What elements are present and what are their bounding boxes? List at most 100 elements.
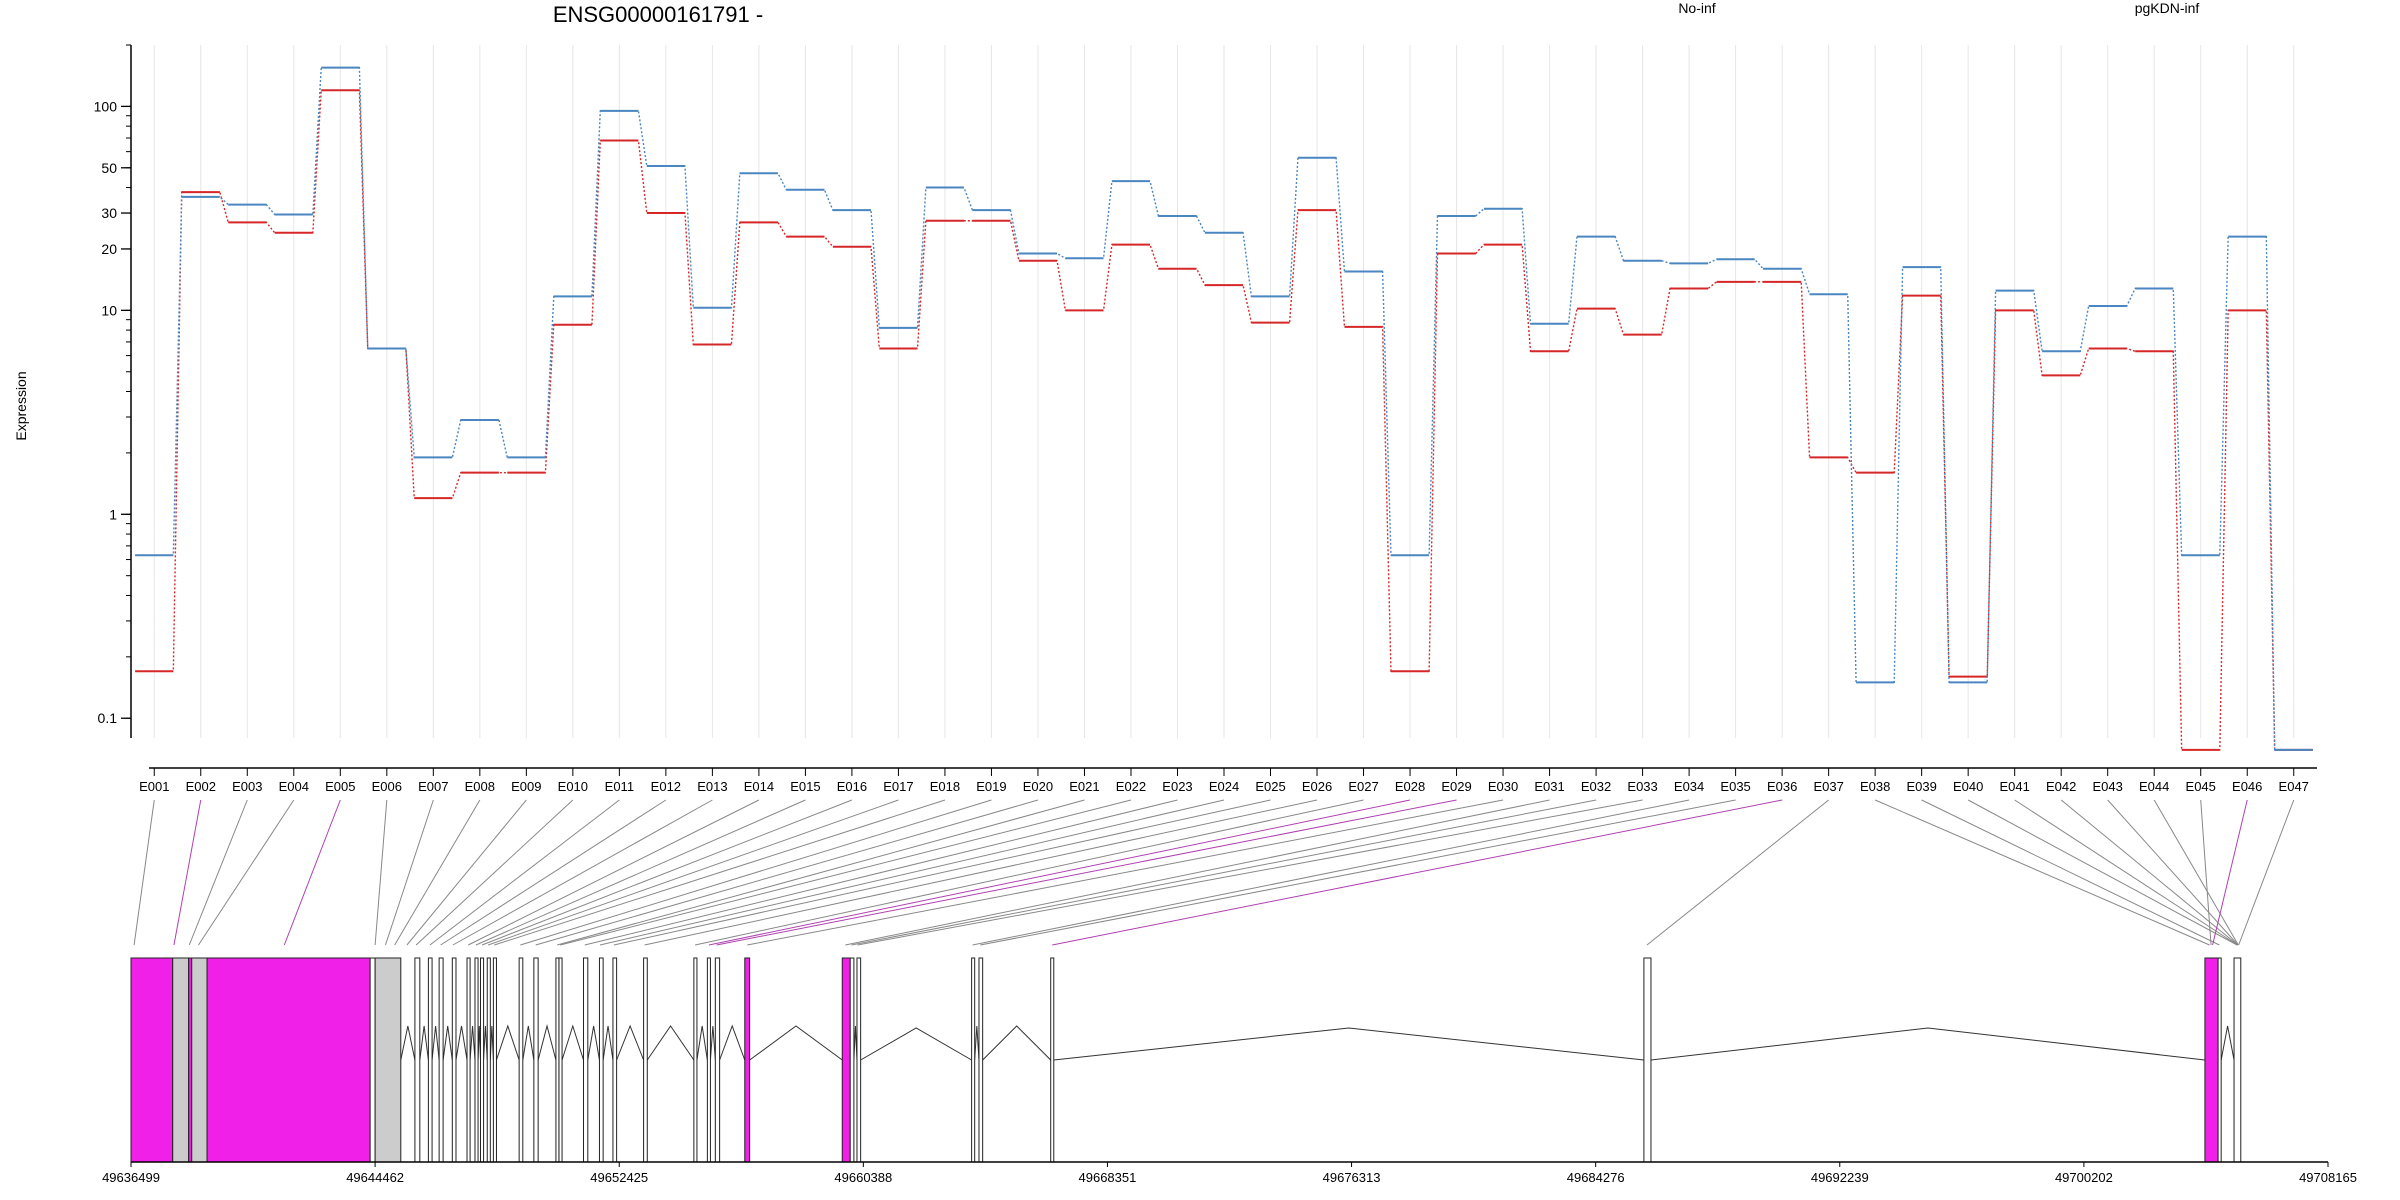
exon-mapping-line: [394, 799, 481, 946]
exon-block: [714, 957, 721, 1163]
intron-connector: [431, 1025, 440, 1061]
exon-mapping-line: [488, 799, 899, 946]
x-tick-label: E023: [1162, 779, 1192, 794]
exon-mapping-line: [1874, 799, 2210, 946]
exon-mapping-line: [613, 799, 1271, 946]
exon-mapping-line: [406, 799, 527, 946]
x-tick-label: E001: [139, 779, 169, 794]
exon-block: [466, 957, 471, 1163]
intron-connector: [483, 1025, 488, 1061]
gene-model: 49636499 49644462 49652425 49660388 49668351…: [102, 799, 2357, 1185]
chart-title: ENSG00000161791 -: [553, 2, 763, 27]
genomic-tick-label: 49684276: [1567, 1170, 1625, 1185]
exon-mapping-line: [481, 799, 853, 946]
x-tick-label: E041: [1999, 779, 2029, 794]
genomic-tick-label: 49676313: [1323, 1170, 1381, 1185]
x-tick-label: E033: [1627, 779, 1657, 794]
exon-block: [451, 957, 457, 1163]
x-tick-label: E043: [2093, 779, 2123, 794]
x-tick-label: E029: [1441, 779, 1471, 794]
x-tick-label: E019: [976, 779, 1006, 794]
x-tick-label: E021: [1069, 779, 1099, 794]
x-tick-label: E034: [1674, 779, 1704, 794]
exon-mapping-line: [452, 799, 713, 946]
y-tick-label: 10: [101, 302, 117, 318]
x-tick-label: E038: [1860, 779, 1890, 794]
exon-mapping-line: [694, 799, 1364, 946]
exon-mapping-line: [283, 799, 341, 946]
exon-mapping-line: [1921, 799, 2220, 946]
exon-block: [978, 957, 984, 1163]
intron-connector: [2220, 1025, 2235, 1061]
exon-mapping-line: [385, 799, 434, 946]
x-tick-label: E045: [2186, 779, 2216, 794]
x-tick-label: E008: [465, 779, 495, 794]
exon-mapping-line: [1967, 799, 2238, 946]
exon-mapping-line: [584, 799, 1178, 946]
intron-connector: [696, 1025, 708, 1061]
exon-mapping-line: [2238, 799, 2295, 946]
x-tick-label: E002: [186, 779, 216, 794]
exon-block: [558, 957, 563, 1163]
intron-connector: [719, 1024, 746, 1061]
exon-mapping-line: [851, 799, 1597, 946]
exon-mapping-line: [857, 799, 1643, 946]
intron-connector: [469, 1025, 476, 1061]
x-tick-label: E036: [1767, 779, 1797, 794]
exon-mapping-line: [716, 799, 1457, 946]
exon-block: [438, 957, 444, 1163]
exon-block: [555, 957, 560, 1163]
exon-block: [583, 957, 589, 1163]
x-tick-label: E035: [1720, 779, 1750, 794]
intron-connector: [587, 1025, 600, 1061]
exon-mapping-line: [2107, 799, 2239, 946]
exon-block: [1050, 957, 1055, 1163]
exon-block: [971, 957, 976, 1163]
exon-mapping-line: [972, 799, 1690, 946]
genomic-tick-label: 49660388: [834, 1170, 892, 1185]
intron-connector: [489, 1025, 494, 1061]
exon-block: [841, 957, 851, 1163]
genomic-tick-label: 49708165: [2299, 1170, 2357, 1185]
exon-block: [172, 957, 190, 1163]
genomic-tick-label: 49652425: [590, 1170, 648, 1185]
legend-label-pgkdn-inf: pgKDN-inf: [2135, 0, 2200, 16]
exon-block: [693, 957, 698, 1163]
exon-mapping-line: [494, 799, 946, 946]
exon-mapping-line: [198, 799, 295, 946]
exon-mapping-line: [1052, 799, 1783, 946]
x-tick-label: E011: [605, 779, 634, 794]
x-tick-label: E047: [2279, 779, 2309, 794]
intron-connector: [1053, 1027, 1644, 1061]
exon-block: [1643, 957, 1652, 1163]
y-tick-label: 0.1: [98, 710, 118, 726]
exon-mapping-line: [415, 799, 574, 946]
x-tick-label: E027: [1348, 779, 1378, 794]
x-tick-label: E010: [558, 779, 588, 794]
exon-block: [849, 957, 855, 1163]
x-tick-label: E022: [1116, 779, 1146, 794]
x-tick-label: E026: [1302, 779, 1332, 794]
exon-mapping-line: [429, 799, 620, 946]
x-tick-label: E016: [837, 779, 867, 794]
x-tick-label: E020: [1023, 779, 1053, 794]
exon-mapping-line: [644, 799, 1318, 946]
exon-mapping-line: [374, 799, 388, 946]
exon-block: [598, 957, 604, 1163]
x-tick-label: E005: [325, 779, 355, 794]
intron-connector: [749, 1025, 843, 1061]
exon-mapping-line: [560, 799, 1132, 946]
exon-block: [374, 957, 402, 1163]
exon-mapping-line: [468, 799, 760, 946]
x-tick-label: E014: [744, 779, 774, 794]
exon-block: [492, 957, 497, 1163]
genomic-tick-label: 49668351: [1079, 1170, 1137, 1185]
exon-block: [518, 957, 524, 1163]
legend-label-no-inf: No-inf: [1678, 0, 1715, 16]
x-tick-label: E009: [511, 779, 541, 794]
intron-connector: [860, 1027, 972, 1061]
exon-mapping-line: [520, 799, 992, 946]
x-tick-label: E031: [1534, 779, 1564, 794]
genomic-tick-label: 49644462: [346, 1170, 404, 1185]
exon-block: [612, 957, 618, 1163]
